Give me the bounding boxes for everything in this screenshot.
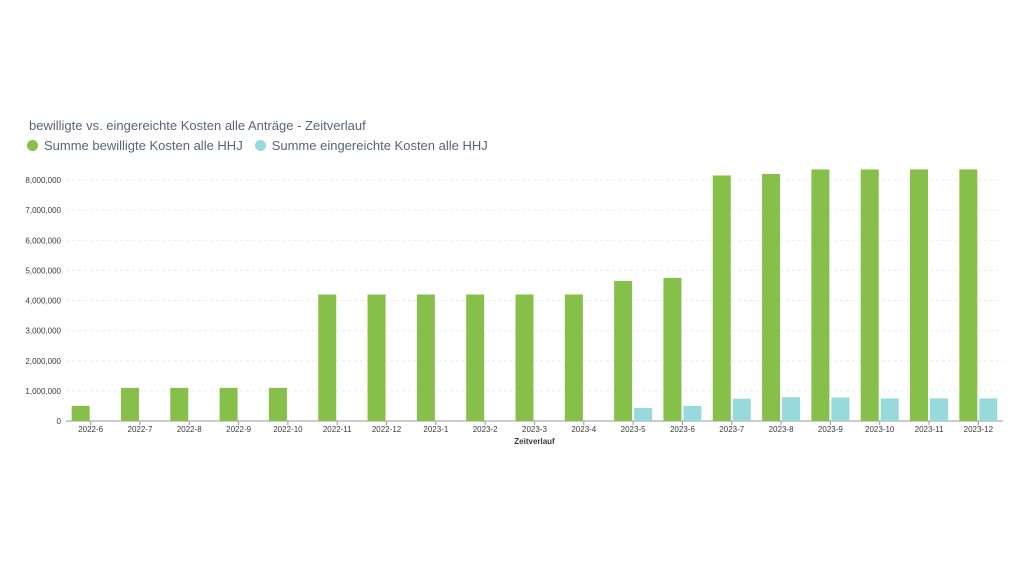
x-tick-label: 2023-6: [670, 425, 695, 434]
x-tick-label: 2022-9: [226, 425, 251, 434]
bar-approved: [614, 280, 633, 421]
x-tick-label: 2023-1: [423, 425, 448, 434]
y-tick-label: 5,000,000: [25, 266, 61, 275]
bar-submitted: [634, 408, 653, 421]
y-tick-label: 2,000,000: [25, 357, 61, 366]
legend-item-approved[interactable]: Summe bewilligte Kosten alle HHJ: [27, 138, 243, 153]
y-tick-label: 0: [57, 417, 62, 426]
bar-submitted: [683, 405, 702, 421]
bar-approved: [268, 387, 287, 421]
legend-dot-approved: [27, 140, 38, 151]
x-tick-label: 2023-12: [964, 425, 994, 434]
bar-approved: [860, 169, 879, 421]
x-tick-label: 2023-5: [621, 425, 646, 434]
y-tick-label: 8,000,000: [25, 176, 61, 185]
bar-submitted: [880, 398, 899, 421]
y-tick-label: 7,000,000: [25, 206, 61, 215]
bar-approved: [120, 387, 139, 421]
x-tick-label: 2022-12: [372, 425, 402, 434]
bar-approved: [367, 294, 386, 421]
x-tick-label: 2022-7: [128, 425, 153, 434]
bar-submitted: [930, 398, 949, 421]
bar-approved: [71, 405, 90, 421]
x-axis-title: Zeitverlauf: [514, 437, 555, 446]
y-tick-label: 4,000,000: [25, 297, 61, 306]
bar-approved: [663, 277, 682, 421]
x-tick-label: 2022-8: [177, 425, 202, 434]
bar-approved: [712, 175, 731, 421]
x-tick-label: 2023-4: [571, 425, 596, 434]
bar-approved: [762, 173, 781, 421]
chart-title: bewilligte vs. eingereichte Kosten alle …: [29, 118, 366, 133]
bar-approved: [219, 387, 238, 421]
x-tick-label: 2023-3: [522, 425, 547, 434]
bar-approved: [564, 294, 583, 421]
x-tick-label: 2022-10: [273, 425, 303, 434]
bar-approved: [910, 169, 929, 421]
bar-approved: [515, 294, 534, 421]
bar-submitted: [782, 397, 801, 421]
x-tick-label: 2022-6: [78, 425, 103, 434]
chart-legend: Summe bewilligte Kosten alle HHJ Summe e…: [27, 138, 488, 153]
bar-approved: [811, 169, 830, 421]
bar-submitted: [732, 398, 751, 421]
x-tick-label: 2023-10: [865, 425, 895, 434]
x-tick-label: 2023-8: [769, 425, 794, 434]
legend-label-submitted: Summe eingereichte Kosten alle HHJ: [271, 138, 488, 153]
bar-approved: [416, 294, 435, 421]
bar-approved: [959, 169, 978, 421]
bar-submitted: [979, 398, 998, 421]
bar-approved: [318, 294, 337, 421]
y-tick-label: 6,000,000: [25, 236, 61, 245]
legend-dot-submitted: [254, 140, 266, 151]
bar-approved: [170, 387, 189, 421]
bar-approved: [466, 294, 485, 421]
x-tick-label: 2023-7: [719, 425, 744, 434]
bar-submitted: [831, 397, 850, 421]
y-tick-label: 3,000,000: [25, 327, 61, 336]
x-tick-label: 2023-9: [818, 425, 843, 434]
legend-label-approved: Summe bewilligte Kosten alle HHJ: [44, 138, 243, 153]
x-tick-label: 2023-11: [915, 425, 944, 434]
legend-item-submitted[interactable]: Summe eingereichte Kosten alle HHJ: [254, 138, 488, 153]
y-tick-label: 1,000,000: [25, 387, 61, 396]
x-tick-label: 2022-11: [323, 425, 352, 434]
x-tick-label: 2023-2: [473, 425, 498, 434]
